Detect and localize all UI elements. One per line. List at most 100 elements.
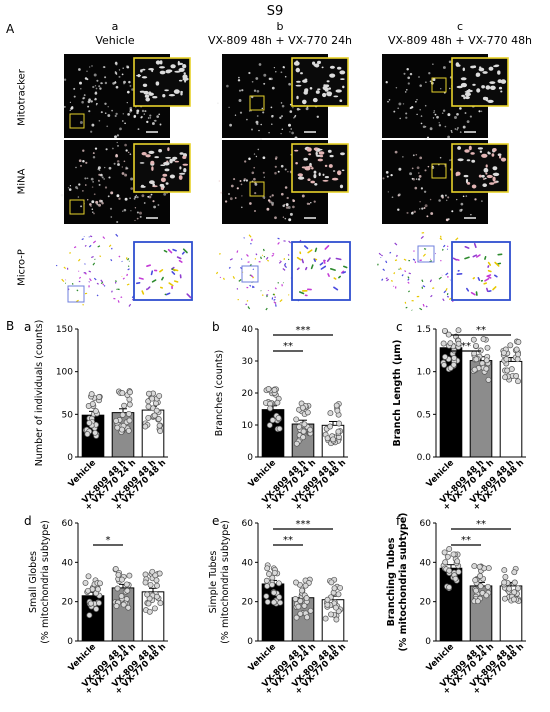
inset-zoom: [291, 57, 349, 107]
data-point: [119, 426, 125, 433]
data-point: [142, 423, 149, 430]
y-axis-label: Small Globes: [28, 551, 39, 613]
chart-letter: c: [396, 320, 403, 334]
inset-zoom: [291, 143, 349, 193]
data-point: [507, 342, 514, 349]
data-point: [149, 395, 156, 402]
data-point: [142, 571, 149, 578]
inset-signal: [294, 146, 345, 189]
roi-box: [249, 95, 265, 111]
y-tick-label: 150: [56, 325, 73, 335]
y-tick-label: 1.0: [417, 368, 432, 378]
data-point: [152, 572, 159, 579]
data-point: [454, 558, 461, 565]
data-point: [89, 401, 96, 407]
panel-a-letter: A: [6, 22, 15, 36]
data-point: [293, 440, 300, 447]
data-point: [126, 401, 133, 408]
y-tick-label: 1.5: [417, 325, 431, 335]
y-tick-label: 0.5: [417, 410, 431, 420]
data-point: [151, 605, 158, 612]
data-point: [299, 404, 306, 411]
data-point: [263, 593, 270, 600]
data-point: [88, 391, 95, 398]
y-axis-label: (% mitochondria subtype): [40, 520, 51, 644]
y-axis-label: Simple Tubes: [208, 551, 219, 614]
data-point: [154, 582, 160, 589]
data-point: [277, 599, 284, 606]
data-point: [293, 614, 300, 621]
column-a-letter: a: [111, 20, 119, 33]
data-point: [511, 579, 518, 586]
data-point: [267, 405, 274, 412]
data-point: [264, 583, 271, 590]
data-point: [157, 600, 164, 607]
data-point: [501, 595, 508, 602]
data-point: [328, 611, 334, 618]
data-point: [333, 402, 340, 409]
inset-signal: [139, 147, 189, 190]
data-point: [510, 596, 517, 603]
roi-box: [69, 113, 85, 129]
significance-label: **: [461, 535, 471, 546]
roi-box: [249, 181, 265, 197]
mitochondria-signal: [60, 141, 168, 224]
y-tick-label: 50: [62, 410, 74, 420]
data-point: [501, 567, 508, 574]
chart-letter: f: [396, 514, 401, 528]
data-point: [480, 336, 487, 343]
data-point: [473, 342, 479, 349]
data-point: [276, 425, 283, 432]
bar: [469, 360, 493, 458]
data-point: [115, 571, 122, 578]
data-point: [300, 428, 307, 435]
data-point: [506, 585, 513, 592]
data-point: [92, 408, 99, 415]
data-point: [156, 392, 163, 399]
data-point: [337, 584, 344, 591]
data-point: [483, 365, 490, 372]
data-point: [113, 417, 120, 424]
data-point: [304, 614, 310, 621]
chart-letter: d: [24, 514, 32, 528]
significance-label: ***: [296, 519, 311, 530]
data-point: [502, 574, 509, 580]
inset-signal: [452, 243, 503, 296]
data-point: [95, 586, 101, 593]
data-point: [156, 422, 163, 429]
inset-zoom: [451, 241, 511, 301]
chart-f: f 0 20 40 60 Branching Tubes (% mitochondria s…: [386, 512, 526, 696]
y-tick-label: 20: [242, 389, 254, 399]
data-point: [504, 367, 511, 374]
y-tick-label: 0: [67, 453, 73, 463]
y-axis-label: Branch Length (µm): [392, 339, 403, 446]
data-point: [500, 349, 507, 356]
data-point: [333, 616, 340, 623]
data-point: [442, 559, 449, 566]
data-point: [157, 428, 164, 434]
data-point: [515, 585, 521, 592]
roi-box: [241, 265, 259, 283]
significance-label: **: [476, 325, 486, 336]
data-point: [328, 579, 335, 586]
inset-signal: [296, 245, 348, 297]
y-axis-label: (% mitochondria subtype): [220, 520, 231, 644]
data-point: [142, 579, 149, 586]
inset-zoom: [133, 57, 191, 107]
data-point: [153, 407, 160, 414]
data-point: [126, 572, 133, 579]
data-point: [269, 417, 276, 424]
data-point: [452, 575, 459, 582]
data-point: [324, 596, 331, 603]
roi-box: [69, 199, 85, 215]
data-point: [442, 353, 448, 360]
data-point: [335, 428, 342, 435]
data-point: [293, 416, 300, 423]
y-tick-label: 0.0: [417, 453, 432, 463]
data-point: [483, 592, 490, 599]
micrograph-grid: [55, 54, 511, 311]
data-point: [153, 593, 160, 600]
data-point: [322, 615, 329, 622]
roi-box: [67, 285, 85, 303]
